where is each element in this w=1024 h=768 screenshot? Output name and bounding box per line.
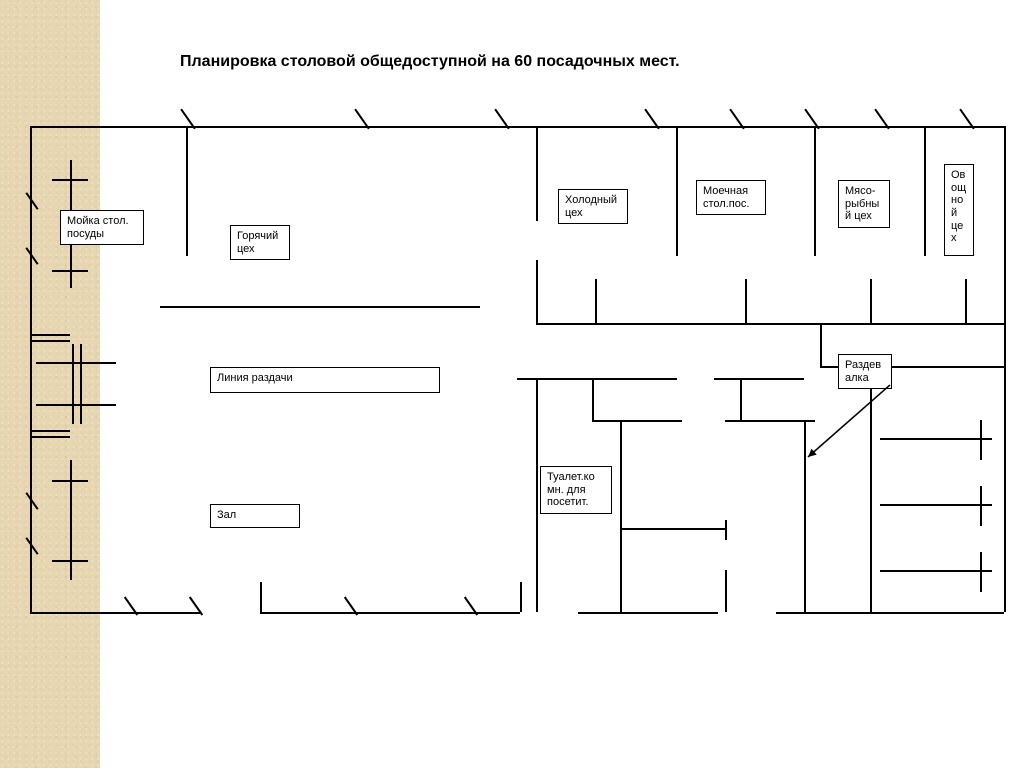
wall-vertical xyxy=(820,323,822,366)
room-label-kholodniy: Холодный цех xyxy=(558,189,628,224)
wall-horizontal xyxy=(30,430,70,432)
door-tick xyxy=(25,192,38,210)
arrow-to-razdevalka xyxy=(799,376,899,466)
wall-horizontal xyxy=(714,378,804,380)
wall-horizontal xyxy=(160,306,480,308)
wall-vertical xyxy=(725,570,727,612)
wall-vertical xyxy=(80,344,82,424)
room-label-moika: Мойка стол. посуды xyxy=(60,210,144,245)
wall-horizontal xyxy=(517,378,677,380)
wall-vertical xyxy=(186,126,188,256)
floorplan-canvas: Мойка стол. посуды Горячий цех Холодный це… xyxy=(0,0,1024,768)
wall-vertical xyxy=(536,260,538,323)
wall-vertical xyxy=(1004,126,1006,612)
room-label-zal: Зал xyxy=(210,504,300,528)
wall-horizontal xyxy=(536,323,1004,325)
wall-vertical xyxy=(814,126,816,256)
wall-vertical xyxy=(725,520,727,540)
wall-horizontal xyxy=(880,504,992,506)
door-tick xyxy=(25,492,38,510)
wall-vertical xyxy=(965,279,967,323)
wall-vertical xyxy=(260,582,262,612)
door-tick xyxy=(25,247,38,265)
wall-vertical xyxy=(870,279,872,323)
wall-vertical xyxy=(740,378,742,420)
room-label-liniya: Линия раздачи xyxy=(210,367,440,393)
room-label-myaso: Мясо- рыбны й цех xyxy=(838,180,890,228)
wall-horizontal xyxy=(578,612,718,614)
room-label-tualet: Туалет.ко мн. для посетит. xyxy=(540,466,612,514)
wall-horizontal xyxy=(30,334,70,336)
wall-vertical xyxy=(980,552,982,592)
wall-vertical xyxy=(676,126,678,256)
wall-vertical xyxy=(745,279,747,323)
wall-horizontal xyxy=(592,420,682,422)
wall-horizontal xyxy=(36,362,116,364)
wall-horizontal xyxy=(30,612,200,614)
wall-vertical xyxy=(520,582,522,612)
wall-vertical xyxy=(70,460,72,580)
wall-vertical xyxy=(620,420,622,612)
wall-horizontal xyxy=(30,126,1004,128)
room-label-moechnaya: Моечная стол.пос. xyxy=(696,180,766,215)
wall-horizontal xyxy=(36,404,116,406)
wall-vertical xyxy=(536,126,538,221)
wall-horizontal xyxy=(880,570,992,572)
wall-vertical xyxy=(595,279,597,323)
room-label-goryachiy: Горячий цех xyxy=(230,225,290,260)
room-label-ovoshch: Ов ощ но й це х xyxy=(944,164,974,256)
wall-vertical xyxy=(592,378,594,420)
wall-horizontal xyxy=(30,340,70,342)
wall-vertical xyxy=(980,486,982,526)
wall-vertical xyxy=(924,126,926,256)
wall-horizontal xyxy=(776,612,1004,614)
wall-horizontal xyxy=(260,612,520,614)
wall-vertical xyxy=(536,378,538,612)
wall-horizontal xyxy=(30,436,70,438)
door-tick xyxy=(25,537,38,555)
wall-vertical xyxy=(980,420,982,460)
wall-horizontal xyxy=(620,528,725,530)
wall-vertical xyxy=(72,344,74,424)
